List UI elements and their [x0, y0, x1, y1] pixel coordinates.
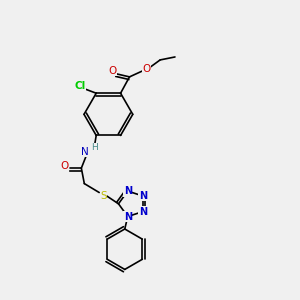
Text: O: O [60, 161, 68, 171]
Text: N: N [124, 186, 132, 196]
Text: S: S [100, 191, 107, 201]
Text: H: H [91, 143, 98, 152]
Text: Cl: Cl [74, 81, 85, 91]
Text: N: N [139, 207, 147, 217]
Text: O: O [142, 64, 151, 74]
Text: O: O [108, 66, 116, 76]
Text: N: N [124, 212, 132, 221]
Text: N: N [139, 191, 147, 201]
Text: N: N [81, 147, 89, 157]
